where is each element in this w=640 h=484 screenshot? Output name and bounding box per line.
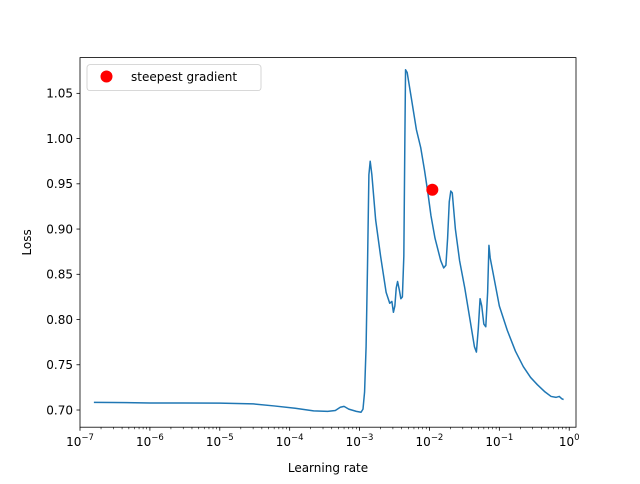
x-tick-label: 10−6 <box>136 433 164 449</box>
legend: steepest gradient <box>86 64 262 91</box>
steepest-gradient-marker <box>426 183 439 196</box>
y-tick-label: 0.85 <box>46 268 73 282</box>
ticks-layer: 10−7 10−6 10−5 10−4 10−3 10−2 10−1 100 0.70 0.75 0… <box>46 87 579 450</box>
y-tick-label: 0.95 <box>46 177 73 191</box>
y-tick-label: 0.90 <box>46 222 73 236</box>
x-tick-label: 10−7 <box>66 433 94 449</box>
x-tick-label: 100 <box>559 433 580 449</box>
legend-marker-steepest-gradient <box>100 70 113 83</box>
axes-frame <box>79 57 577 428</box>
x-tick-label: 10−1 <box>485 433 513 449</box>
x-tick-label: 10−3 <box>346 433 374 449</box>
y-axis-label: Loss <box>20 229 34 255</box>
legend-box <box>86 64 262 91</box>
y-tick-label: 0.75 <box>46 358 73 372</box>
y-tick-label: 0.80 <box>46 313 73 327</box>
plot-layer <box>93 69 564 414</box>
y-tick-label: 1.00 <box>46 132 73 146</box>
y-tick-label: 0.70 <box>46 403 73 417</box>
legend-label-steepest-gradient: steepest gradient <box>131 70 237 84</box>
loss-curve-line <box>93 69 564 414</box>
x-tick-label: 10−2 <box>416 433 444 449</box>
x-axis-label: Learning rate <box>288 461 368 475</box>
y-tick-label: 1.05 <box>46 87 73 101</box>
x-tick-label: 10−4 <box>276 433 304 449</box>
x-tick-label: 10−5 <box>206 433 234 449</box>
